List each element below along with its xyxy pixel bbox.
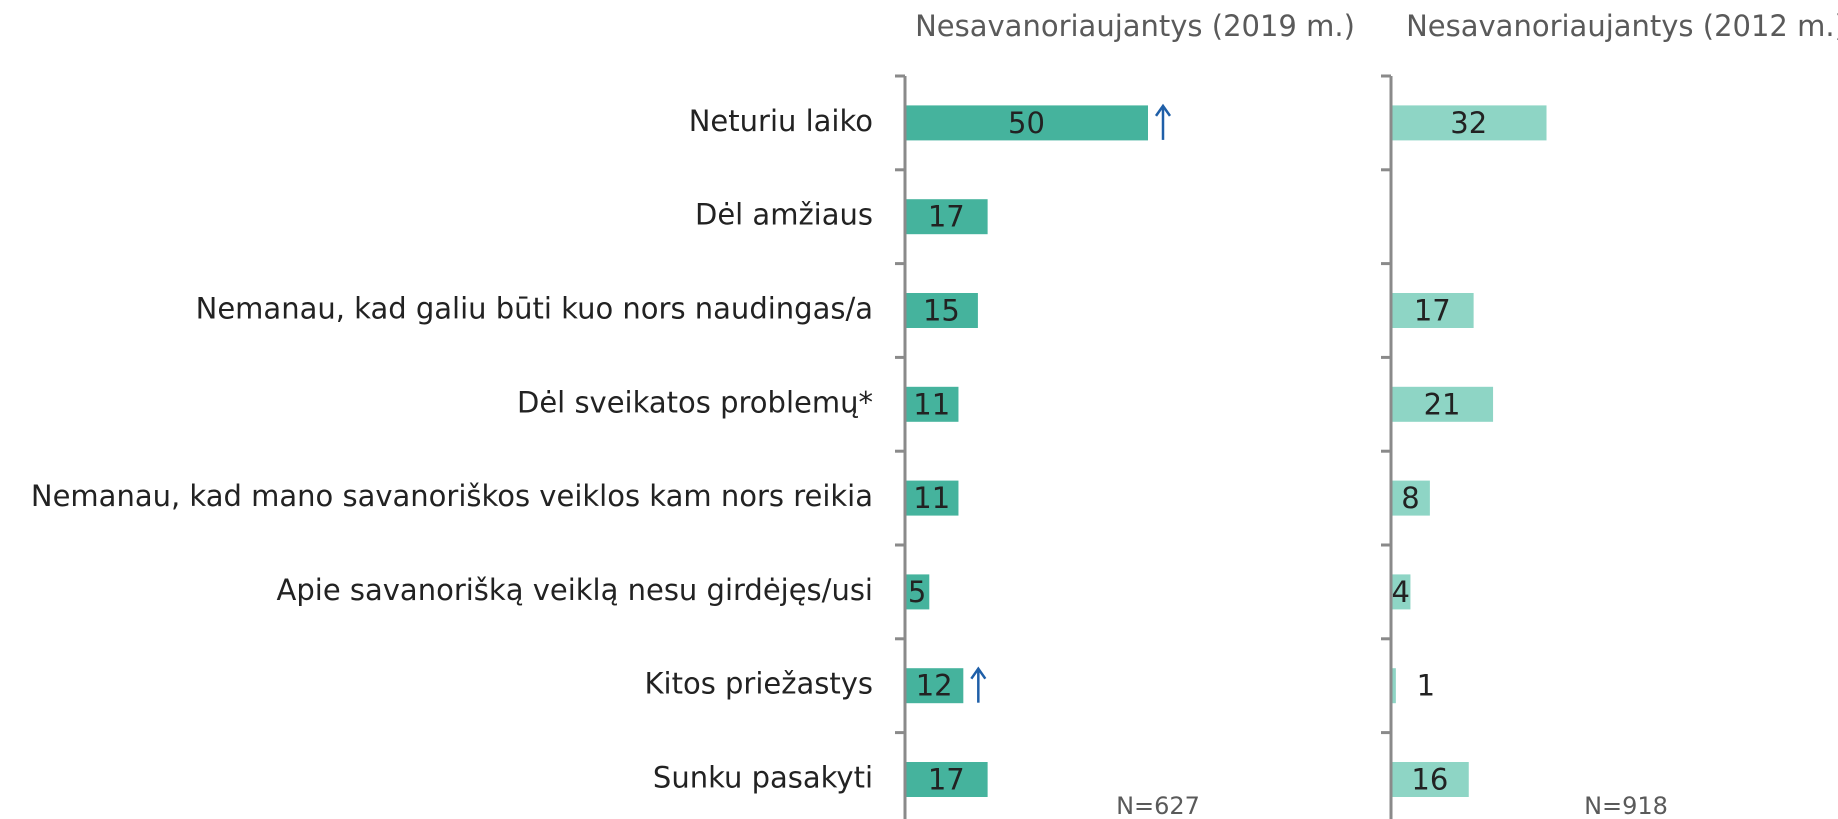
- value-label: 50: [1008, 106, 1045, 140]
- bar: [905, 574, 930, 610]
- bar: [905, 105, 1148, 141]
- value-label: 5: [908, 575, 926, 609]
- bar: [905, 668, 964, 704]
- bar: [1391, 480, 1430, 516]
- bar: [1391, 762, 1469, 797]
- bar: [905, 480, 959, 516]
- value-label: 17: [928, 763, 965, 797]
- bar: [1391, 105, 1547, 141]
- increase-arrow-head: [1154, 103, 1172, 117]
- sample-note: N=918: [1584, 792, 1668, 819]
- value-label: 8: [1401, 481, 1419, 515]
- bar: [1391, 386, 1494, 422]
- panel-title: Nesavanoriaujantys (2019 m.): [915, 9, 1355, 43]
- panel-title: Nesavanoriaujantys (2012 m.): [1406, 9, 1838, 43]
- increase-arrow-head: [970, 666, 987, 680]
- bar: [905, 762, 988, 797]
- bar: [905, 386, 959, 422]
- category-label: Kitos priežastys: [645, 667, 874, 701]
- category-label: Apie savanorišką veiklą nesu girdėjęs/us…: [277, 573, 873, 607]
- value-label: 15: [923, 294, 960, 328]
- bar: [905, 199, 988, 235]
- value-label: 1: [1417, 669, 1435, 703]
- category-label: Sunku pasakyti: [653, 761, 873, 795]
- value-label: 21: [1424, 387, 1461, 421]
- value-label: 11: [913, 387, 950, 421]
- category-label: Neturiu laiko: [689, 104, 873, 138]
- category-label: Nemanau, kad mano savanoriškos veiklos k…: [31, 479, 873, 513]
- bar: [1391, 293, 1474, 328]
- category-label: Nemanau, kad galiu būti kuo nors nauding…: [196, 292, 873, 326]
- bar: [905, 293, 978, 328]
- bar: [1391, 574, 1411, 610]
- category-label: Dėl sveikatos problemų*: [517, 385, 873, 419]
- value-label: 16: [1411, 763, 1448, 797]
- value-label: 17: [1414, 294, 1451, 328]
- sample-note: N=627: [1116, 792, 1200, 819]
- bar: [1391, 668, 1396, 704]
- value-label: 4: [1391, 575, 1409, 609]
- value-label: 32: [1450, 106, 1487, 140]
- category-label: Dėl amžiaus: [695, 198, 873, 232]
- value-label: 11: [913, 481, 950, 515]
- value-label: 17: [928, 200, 965, 234]
- value-label: 12: [916, 669, 953, 703]
